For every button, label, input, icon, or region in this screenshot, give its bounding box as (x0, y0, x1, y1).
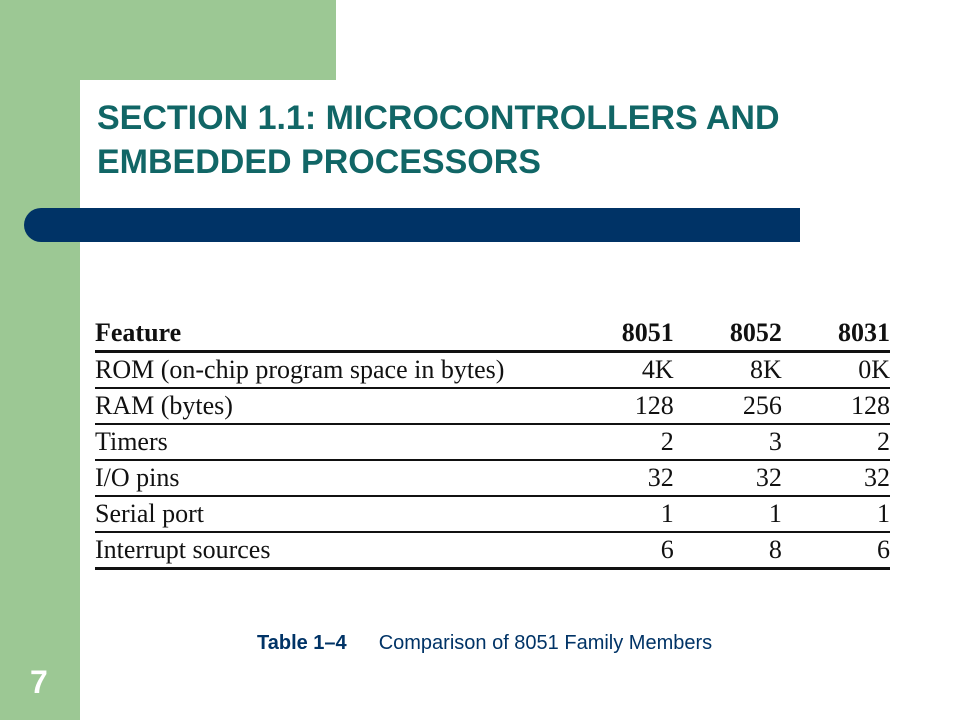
table-row: Serial port 1 1 1 (95, 496, 890, 533)
cell-8051: 1 (565, 496, 674, 533)
cell-8031: 32 (781, 460, 890, 497)
header-feature: Feature (95, 316, 566, 353)
cell-8031: 6 (781, 532, 890, 570)
caption-label: Table 1–4 (257, 632, 347, 654)
cell-8051: 6 (565, 532, 674, 570)
table-row: Timers 2 3 2 (95, 424, 890, 461)
table-row: I/O pins 32 32 32 (95, 460, 890, 497)
slide-title: SECTION 1.1: MICROCONTROLLERS AND EMBEDD… (97, 99, 780, 181)
header-8051: 8051 (565, 316, 674, 353)
cell-8051: 2 (565, 424, 674, 461)
table-caption: Table 1–4 Comparison of 8051 Family Membe… (257, 632, 712, 655)
row-feature: Serial port (95, 496, 566, 533)
cell-8052: 1 (673, 496, 782, 533)
header-8031: 8031 (781, 316, 890, 353)
cell-8052: 3 (673, 424, 782, 461)
cell-8052: 256 (673, 388, 782, 425)
caption-text: Comparison of 8051 Family Members (378, 632, 713, 654)
row-feature: ROM (on-chip program space in bytes) (95, 351, 566, 389)
cell-8031: 1 (781, 496, 890, 533)
cell-8031: 2 (781, 424, 890, 461)
title-underline-bar (24, 208, 800, 242)
table-header-row: Feature 8051 8052 8031 (95, 316, 890, 353)
row-feature: Interrupt sources (95, 532, 566, 570)
cell-8052: 8 (673, 532, 782, 570)
page-number: 7 (30, 664, 48, 700)
row-feature: Timers (95, 424, 566, 461)
comparison-table: Feature 8051 8052 8031 ROM (on-chip prog… (95, 316, 890, 570)
cell-8031: 0K (781, 351, 890, 389)
frame-top (0, 0, 336, 80)
cell-8052: 32 (673, 460, 782, 497)
row-feature: I/O pins (95, 460, 566, 497)
cell-8051: 128 (565, 388, 674, 425)
row-feature: RAM (bytes) (95, 388, 566, 425)
table-row: RAM (bytes) 128 256 128 (95, 388, 890, 425)
cell-8031: 128 (781, 388, 890, 425)
cell-8051: 4K (565, 351, 674, 389)
frame-left (0, 0, 80, 720)
cell-8051: 32 (565, 460, 674, 497)
table-row: Interrupt sources 6 8 6 (95, 532, 890, 570)
header-8052: 8052 (673, 316, 782, 353)
table-row: ROM (on-chip program space in bytes) 4K … (95, 351, 890, 389)
cell-8052: 8K (673, 351, 782, 389)
